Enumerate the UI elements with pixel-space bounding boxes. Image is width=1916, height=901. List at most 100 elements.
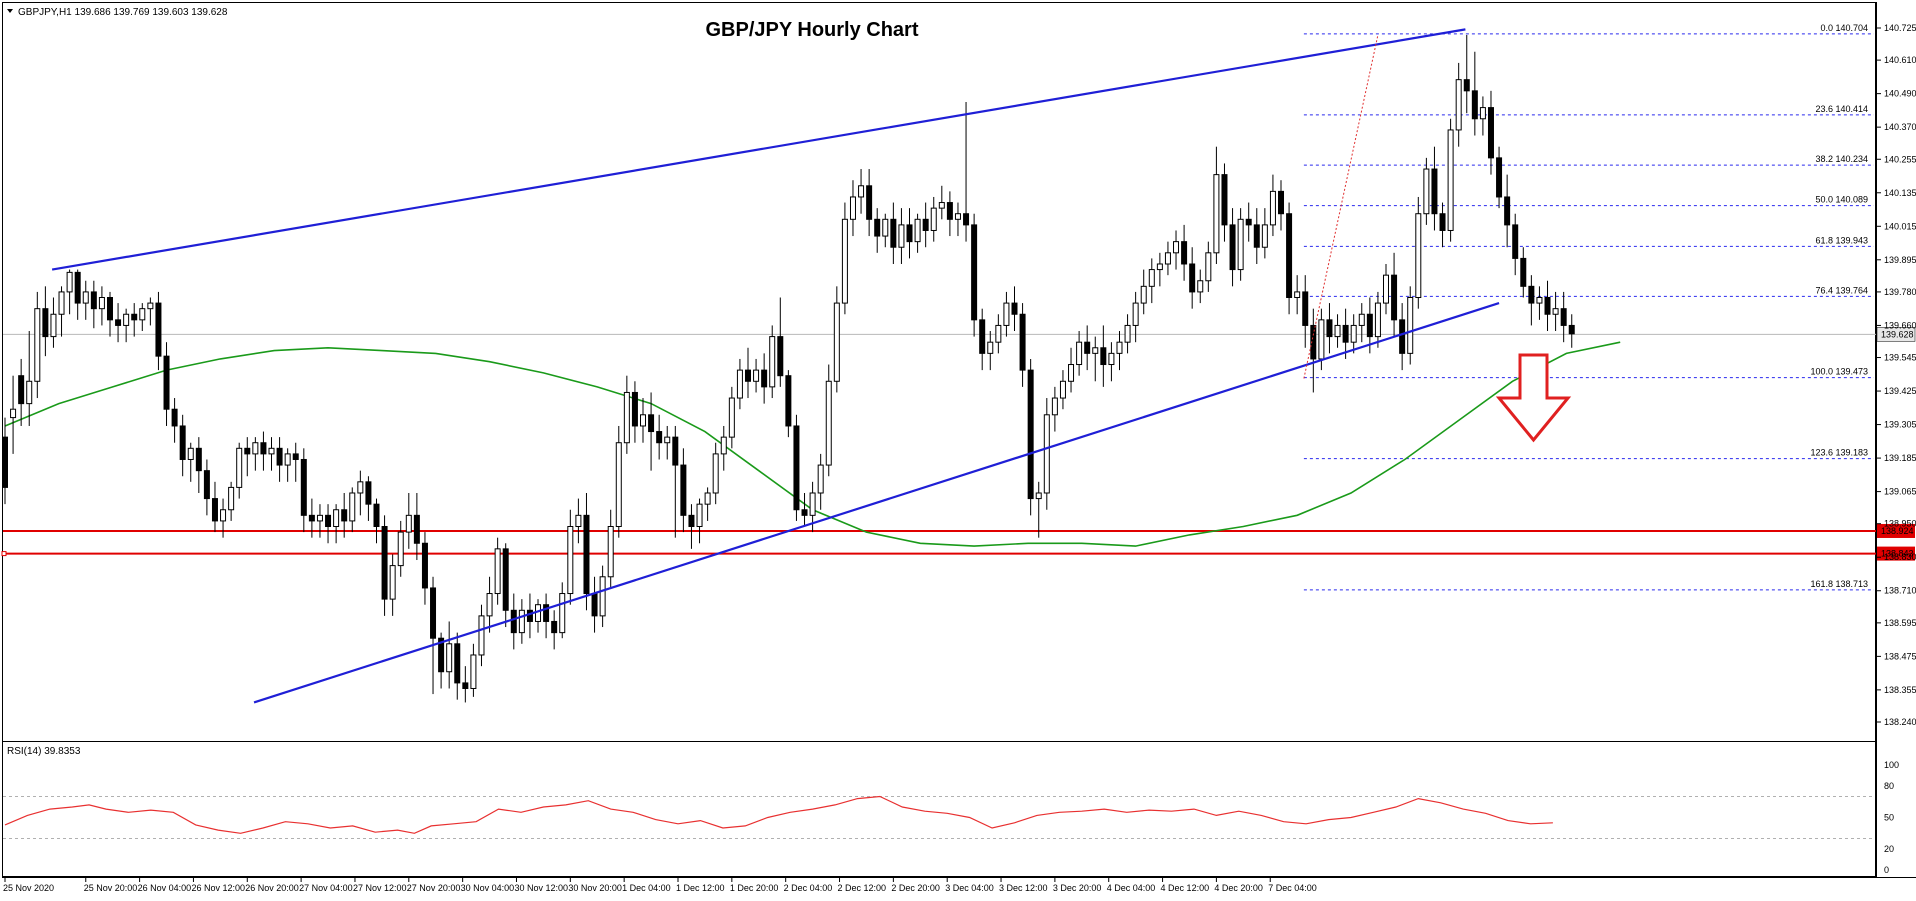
rsi-tick-label: 50	[1884, 813, 1894, 823]
bull-candle	[1043, 414, 1050, 494]
bull-candle	[333, 509, 340, 528]
fib-level-label: 123.6 139.183	[1810, 448, 1868, 458]
bull-candle	[825, 380, 832, 466]
bull-candle	[841, 218, 848, 304]
time-tick-label: 30 Nov 12:00	[514, 883, 568, 893]
bear-candle	[308, 514, 315, 522]
time-tick-label: 26 Nov 12:00	[191, 883, 245, 893]
line-handle[interactable]	[1, 551, 7, 557]
bull-candle	[98, 297, 105, 310]
bear-candle	[866, 185, 873, 220]
bear-candle	[171, 408, 178, 427]
fib-level-label: 100.0 139.473	[1810, 367, 1868, 377]
price-tick-label: 139.780	[1884, 287, 1916, 297]
price-tick-label: 138.475	[1884, 651, 1916, 661]
price-tick-label: 139.660	[1884, 320, 1916, 330]
fib-level-label: 61.8 139.943	[1815, 235, 1868, 245]
bull-candle	[405, 514, 412, 533]
price-tick-label: 139.065	[1884, 487, 1916, 497]
bull-candle	[1124, 324, 1131, 343]
rsi-tick-label: 100	[1884, 760, 1899, 770]
bear-candle	[583, 514, 590, 595]
bull-candle	[623, 391, 630, 444]
bear-candle	[744, 369, 751, 382]
price-tick-label: 139.545	[1884, 353, 1916, 363]
bear-candle	[672, 436, 679, 466]
bull-candle	[987, 341, 994, 354]
rsi-tick-label: 20	[1884, 844, 1894, 854]
support-level-label: 138.924	[1881, 526, 1914, 536]
bear-candle	[2, 436, 8, 488]
bull-candle	[898, 224, 905, 248]
bull-candle	[954, 213, 961, 220]
trendline-lower[interactable]	[253, 302, 1500, 704]
bear-candle	[793, 425, 800, 511]
bear-candle	[1520, 257, 1527, 287]
bear-candle	[1568, 324, 1575, 335]
bull-candle	[389, 565, 396, 600]
bear-candle	[1439, 213, 1446, 231]
bull-candle	[736, 369, 743, 399]
bear-candle	[890, 218, 897, 248]
bear-candle	[631, 391, 638, 427]
bear-candle	[1245, 218, 1252, 226]
bull-candle	[1294, 291, 1301, 299]
bear-candle	[155, 302, 162, 357]
bear-candle	[1229, 224, 1236, 271]
bear-candle	[543, 604, 550, 622]
bear-candle	[1504, 196, 1511, 226]
bull-candle	[607, 526, 614, 578]
fib-level-label: 0.0 140.704	[1820, 23, 1868, 33]
bear-candle	[373, 503, 380, 528]
down-arrow-icon	[1495, 353, 1572, 443]
price-tick-label: 139.425	[1884, 386, 1916, 396]
bear-candle	[260, 442, 267, 455]
symbol-dropdown-icon[interactable]	[7, 9, 13, 13]
price-tick-label: 138.355	[1884, 685, 1916, 695]
bear-candle	[591, 593, 598, 617]
chart-title: GBP/JPY Hourly Chart	[705, 19, 918, 41]
bull-candle	[268, 447, 275, 455]
bear-candle	[1084, 341, 1091, 354]
bear-candle	[801, 509, 808, 516]
bull-candle	[470, 654, 477, 689]
bull-candle	[1407, 297, 1414, 354]
trendline-fib-swing[interactable]	[1303, 34, 1379, 379]
bull-candle	[1552, 308, 1559, 315]
bull-candle	[1140, 285, 1147, 304]
bear-candle	[131, 313, 138, 321]
bull-candle	[575, 514, 582, 528]
bear-candle	[761, 369, 768, 388]
bear-candle	[1302, 291, 1309, 326]
bull-candle	[938, 202, 945, 209]
price-tick-label: 138.710	[1884, 586, 1916, 596]
time-tick-label: 27 Nov 04:00	[299, 883, 353, 893]
bear-candle	[341, 509, 348, 522]
bull-candle	[34, 308, 41, 382]
bear-candle	[381, 526, 388, 600]
bull-candle	[1382, 274, 1389, 304]
price-tick-label: 138.595	[1884, 618, 1916, 628]
bull-candle	[1447, 129, 1454, 231]
bull-candle	[567, 526, 574, 595]
bear-candle	[963, 213, 970, 226]
time-tick-label: 7 Dec 04:00	[1268, 883, 1317, 893]
time-tick-label: 26 Nov 20:00	[245, 883, 299, 893]
bull-candle	[720, 436, 727, 455]
bull-candle	[446, 643, 453, 673]
rsi-label: RSI(14) 39.8353	[7, 746, 81, 757]
bull-candle	[397, 531, 404, 567]
bear-candle	[971, 224, 978, 321]
bull-candle	[1076, 341, 1083, 366]
bear-candle	[106, 297, 113, 321]
price-tick-label: 140.725	[1884, 23, 1916, 33]
bull-candle	[50, 313, 57, 338]
bull-candle	[817, 464, 824, 494]
bull-candle	[995, 324, 1002, 343]
price-tick-label: 139.185	[1884, 453, 1916, 463]
time-tick-label: 27 Nov 12:00	[353, 883, 407, 893]
trendline-upper[interactable]	[51, 28, 1466, 271]
bull-candle	[1164, 252, 1171, 265]
bull-candle	[349, 492, 356, 522]
